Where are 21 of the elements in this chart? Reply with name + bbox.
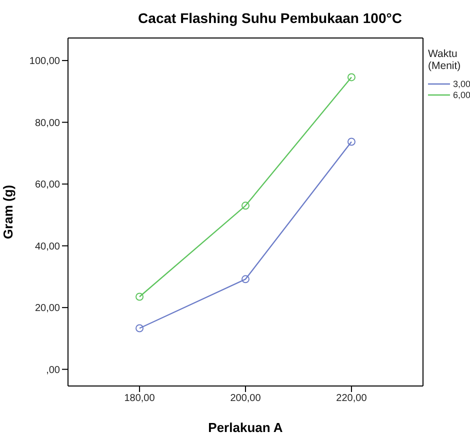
y-axis-title: Gram (g) xyxy=(0,184,16,240)
x-tick-label: 180,00 xyxy=(124,393,156,404)
legend-title: Waktu (Menit) xyxy=(428,48,462,72)
point xyxy=(136,292,144,301)
y-tick-label: 20,00 xyxy=(34,303,60,314)
point xyxy=(347,73,356,82)
x-tick-label: 220,00 xyxy=(336,393,368,404)
point xyxy=(347,138,356,146)
y-tick-label: 80,00 xyxy=(34,118,60,129)
point xyxy=(242,275,250,284)
x-axis-title: Perlakuan A xyxy=(208,420,284,435)
y-tick-label: ,00 xyxy=(46,364,60,376)
y-tick-label: 100,00 xyxy=(29,56,60,68)
point xyxy=(242,202,250,210)
y-tick-label: 60,00 xyxy=(34,180,60,191)
chart-title: Cacat Flashing Suhu Pembukaan 100°C xyxy=(137,10,403,26)
legend-label: 3,00 xyxy=(453,78,470,88)
x-tick-label: 200,00 xyxy=(230,393,262,404)
y-tick-label: 40,00 xyxy=(34,241,60,252)
point xyxy=(136,324,144,332)
legend-label: 6,00 xyxy=(453,90,470,100)
